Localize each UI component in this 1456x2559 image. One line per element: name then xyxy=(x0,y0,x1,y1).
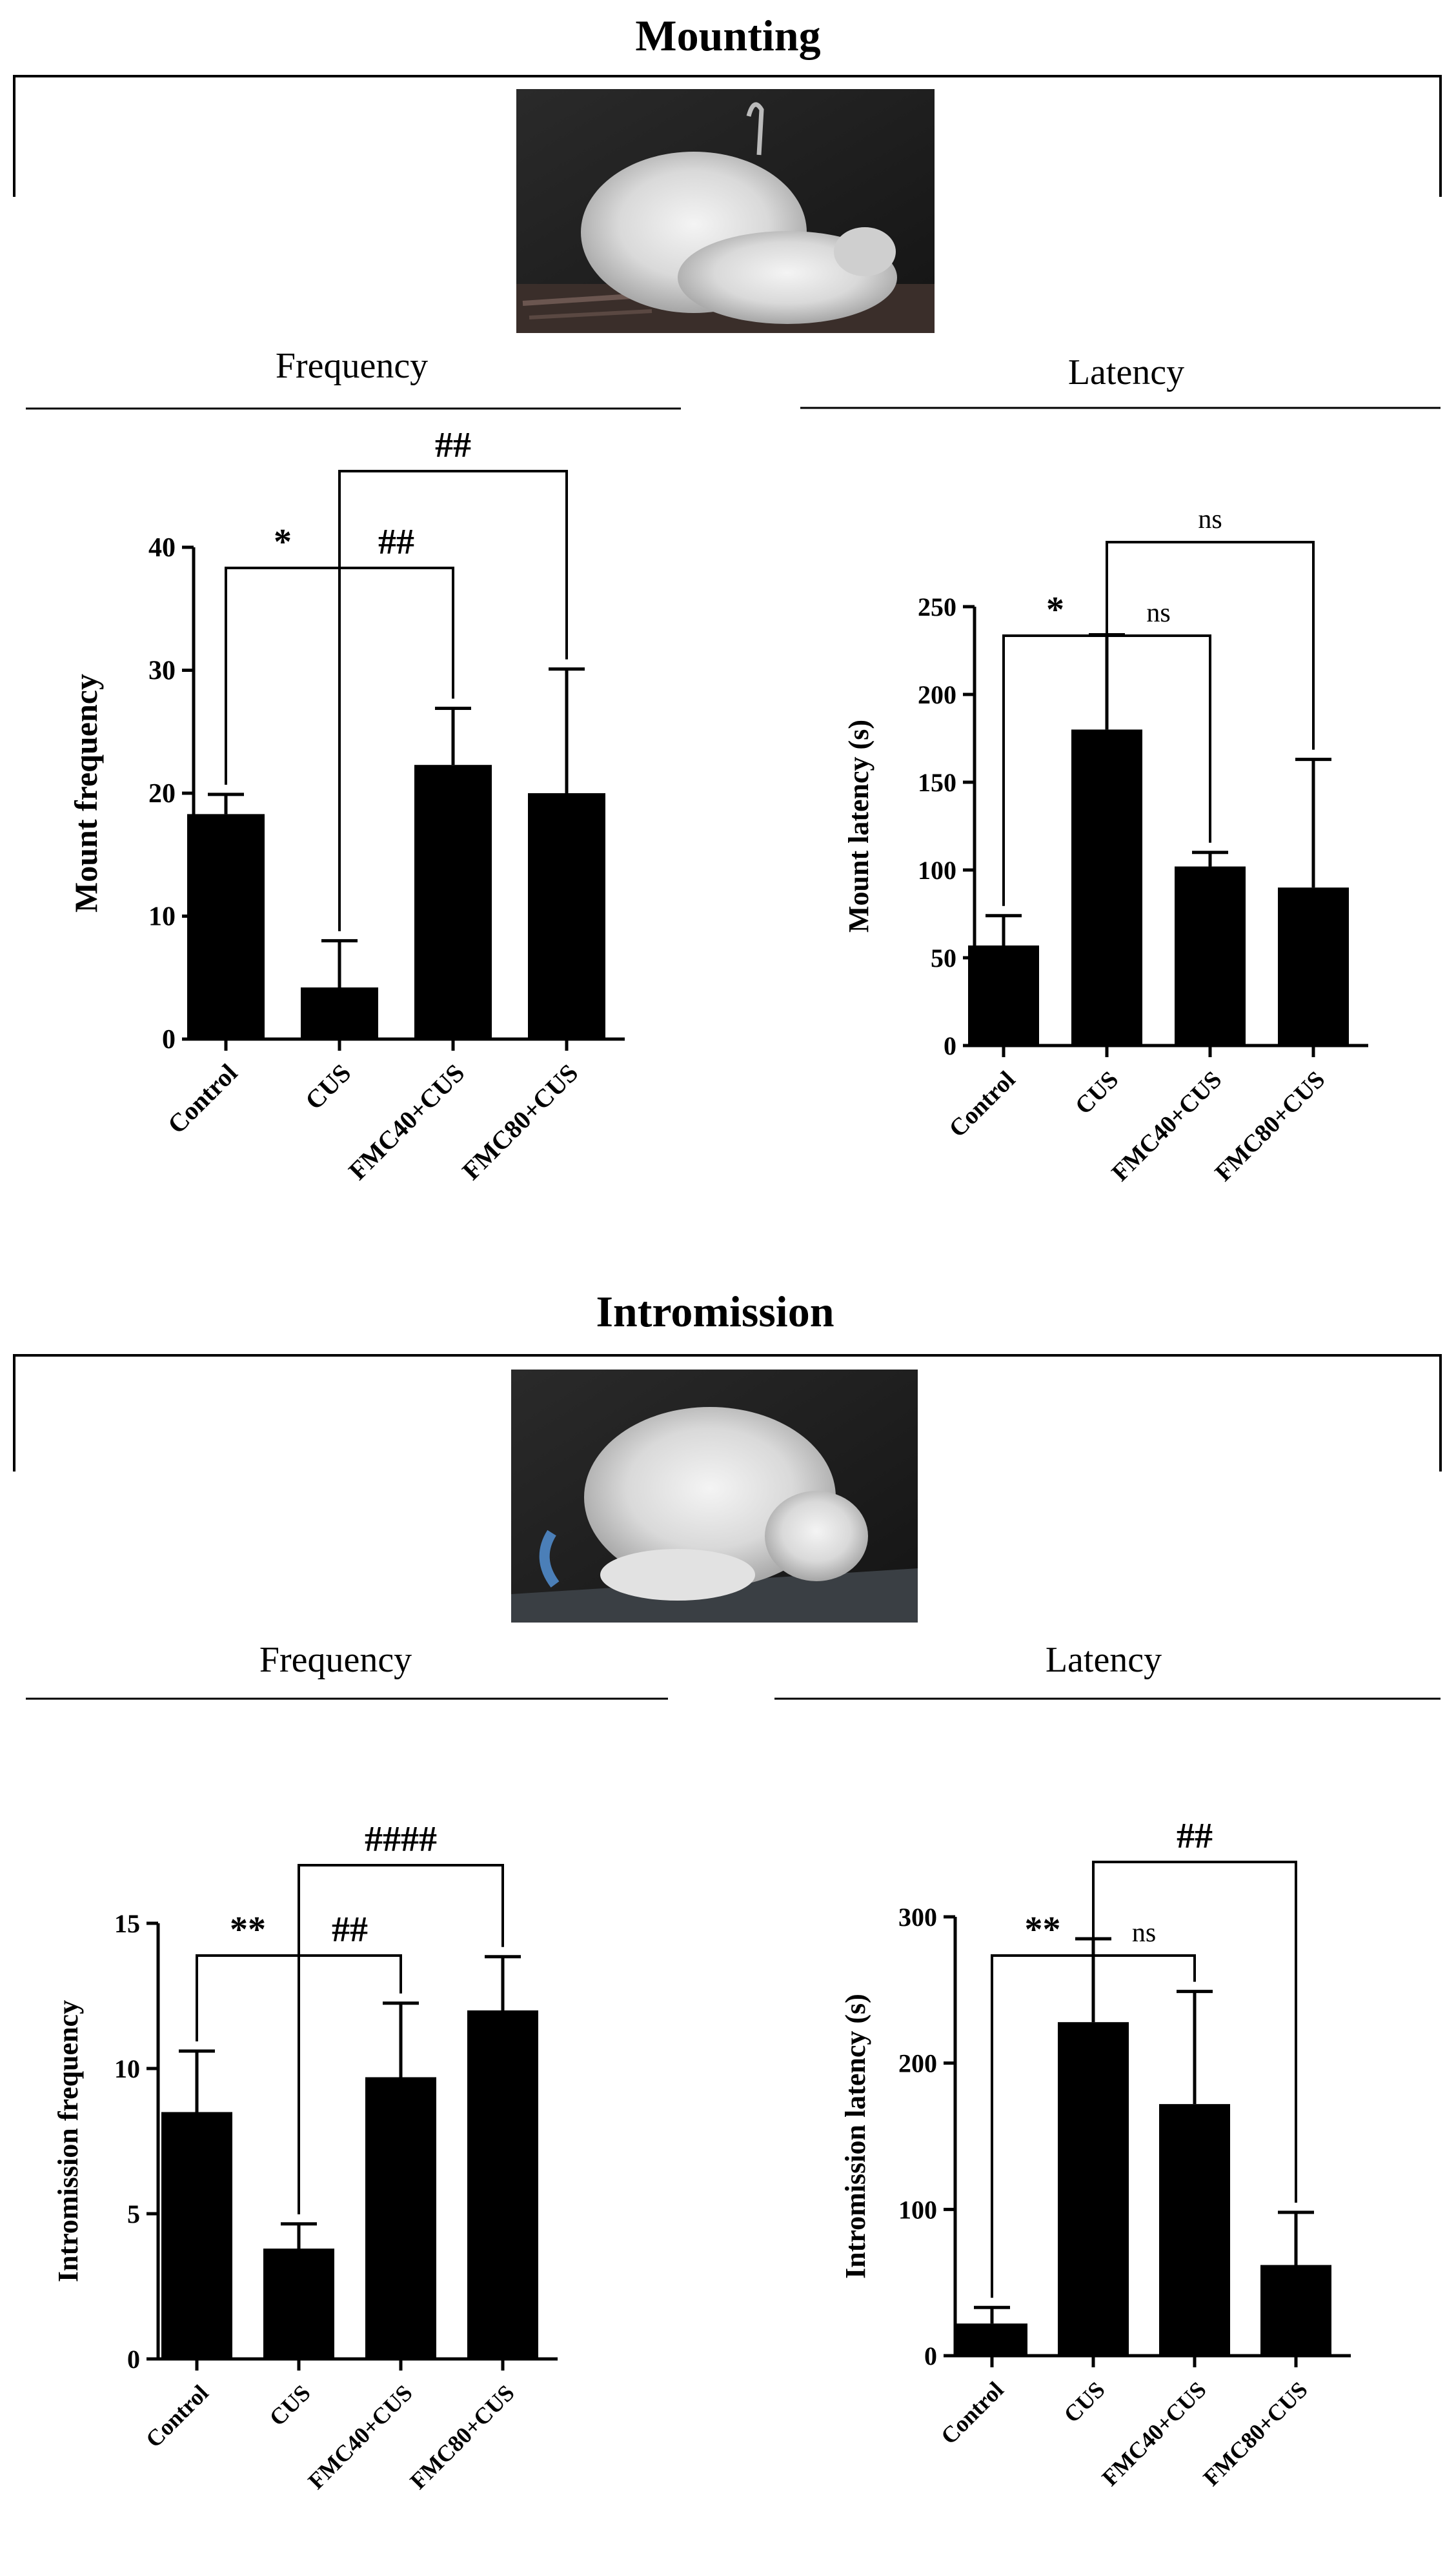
significance-bracket xyxy=(1092,1929,1196,1982)
x-tick-label: FMC40+CUS xyxy=(1097,2376,1211,2491)
panel-title: Frequency xyxy=(259,1640,412,1680)
y-axis-label: Intromission frequency xyxy=(52,2000,84,2282)
y-tick-label: 0 xyxy=(127,2345,140,2374)
section-title: Intromission xyxy=(596,1287,834,1336)
bar xyxy=(1175,866,1246,1046)
section-bracket xyxy=(13,1354,1442,1472)
y-tick-label: 300 xyxy=(898,1903,937,1932)
y-axis-label: Intromission latency (s) xyxy=(840,1994,871,2279)
significance-bracket xyxy=(1106,541,1315,750)
y-tick-label: 250 xyxy=(918,592,956,622)
significance-bracket xyxy=(338,470,568,931)
significance-bracket xyxy=(1106,625,1211,843)
section-mounting: Mounting xyxy=(13,11,1442,333)
x-tick-label: CUS xyxy=(299,1058,356,1115)
y-tick-label: 50 xyxy=(931,944,956,973)
significance-label: #### xyxy=(365,1819,437,1859)
y-axis-label: Mount frequency xyxy=(68,674,104,913)
x-tick-label: FMC80+CUS xyxy=(1210,1066,1331,1187)
x-tick-label: FMC80+CUS xyxy=(405,2380,520,2494)
y-tick-label: 10 xyxy=(114,2054,140,2083)
bar xyxy=(1278,887,1349,1046)
bar xyxy=(528,793,605,1039)
panel-title: Frequency xyxy=(276,346,428,386)
significance-bracket xyxy=(1092,1861,1297,2203)
y-tick-label: 150 xyxy=(918,768,956,797)
mounting-photo xyxy=(516,89,935,333)
chart-mount-frequency: Frequency 0 10 20 30 40 Mount frequency Control… xyxy=(26,346,681,1186)
y-tick-label: 0 xyxy=(162,1025,176,1055)
bar xyxy=(301,987,378,1039)
y-tick-label: 20 xyxy=(148,779,176,809)
x-tick-label: FMC40+CUS xyxy=(343,1058,470,1186)
y-tick-label: 100 xyxy=(898,2195,937,2224)
significance-label: ns xyxy=(1146,598,1170,628)
significance-label: ** xyxy=(1025,1910,1061,1950)
y-tick-label: 0 xyxy=(924,2342,937,2371)
bar xyxy=(263,2249,334,2359)
significance-label: ns xyxy=(1132,1918,1156,1948)
significance-label: * xyxy=(1046,590,1064,630)
bar xyxy=(956,2323,1027,2356)
bar xyxy=(1058,2022,1129,2356)
section-title: Mounting xyxy=(635,11,820,60)
intromission-photo xyxy=(511,1370,918,1623)
bar xyxy=(365,2077,436,2359)
significance-label: ns xyxy=(1198,505,1222,534)
section-intromission: Intromission xyxy=(13,1287,1442,1623)
panel-title: Latency xyxy=(1046,1640,1162,1680)
significance-bracket xyxy=(298,1864,504,2214)
significance-label: ## xyxy=(1177,1816,1213,1856)
y-axis-label: Mount latency (s) xyxy=(843,720,875,933)
x-tick-label: FMC40+CUS xyxy=(1107,1066,1228,1187)
bar xyxy=(161,2112,232,2359)
x-tick-label: Control xyxy=(944,1066,1021,1143)
x-tick-label: Control xyxy=(162,1058,243,1140)
significance-label: ## xyxy=(378,522,414,562)
panel-title: Latency xyxy=(1068,352,1184,392)
x-tick-label: CUS xyxy=(1070,1066,1124,1120)
x-tick-label: FMC40+CUS xyxy=(303,2380,418,2494)
chart-intromission-latency: Latency 0 100 200 300 Intromission latency (s… xyxy=(774,1640,1441,2491)
bar xyxy=(968,945,1039,1046)
chart-mount-latency: Latency 0 50 100 150 200 250 Mount latency (s) C… xyxy=(800,352,1441,1186)
y-tick-label: 10 xyxy=(148,902,176,932)
bar xyxy=(187,814,265,1039)
bar xyxy=(467,2010,538,2359)
y-tick-label: 5 xyxy=(127,2200,140,2229)
significance-label: ** xyxy=(230,1910,266,1950)
x-tick-label: CUS xyxy=(1058,2376,1109,2427)
bar xyxy=(1260,2265,1331,2356)
bar xyxy=(414,765,492,1039)
bar xyxy=(1159,2104,1230,2356)
y-tick-label: 200 xyxy=(918,680,956,709)
x-tick-label: CUS xyxy=(264,2380,315,2431)
significance-label: ## xyxy=(435,425,471,465)
x-tick-label: Control xyxy=(141,2380,214,2453)
significance-label: ## xyxy=(332,1910,368,1950)
y-tick-label: 40 xyxy=(148,533,176,563)
section-bracket xyxy=(13,75,1442,197)
y-tick-label: 30 xyxy=(148,656,176,686)
x-tick-label: FMC80+CUS xyxy=(1198,2376,1313,2491)
y-tick-label: 200 xyxy=(898,2049,937,2078)
x-tick-label: FMC80+CUS xyxy=(456,1058,583,1186)
chart-intromission-frequency: Frequency 0 5 10 15 Intromission frequency Con… xyxy=(26,1640,668,2494)
bar xyxy=(1071,729,1142,1046)
y-tick-label: 15 xyxy=(114,1909,140,1938)
y-tick-label: 100 xyxy=(918,856,956,885)
x-tick-label: Control xyxy=(936,2376,1009,2449)
significance-label: * xyxy=(274,522,292,562)
y-tick-label: 0 xyxy=(944,1031,956,1060)
